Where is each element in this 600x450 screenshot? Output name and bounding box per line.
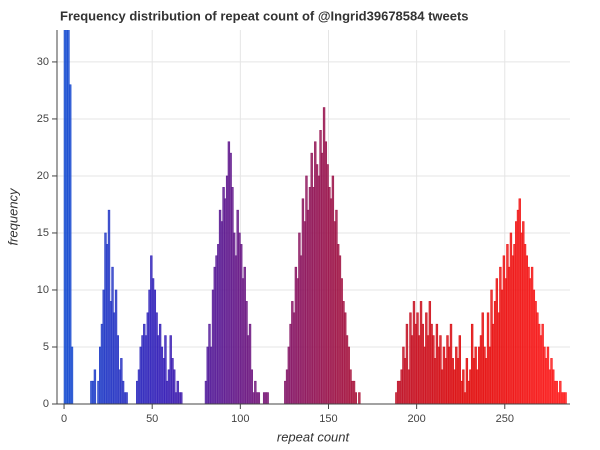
x-tick-label: 100 xyxy=(231,413,249,425)
bar xyxy=(358,392,361,404)
y-tick-label: 10 xyxy=(37,284,49,296)
bar xyxy=(250,369,253,404)
y-tick-label: 25 xyxy=(37,113,49,125)
y-tick-label: 15 xyxy=(37,227,49,239)
bar xyxy=(125,392,128,404)
bar xyxy=(266,392,269,404)
bar xyxy=(173,369,176,404)
axes: 0 5 10 15 20 25 30 0 50 100 150 200 250 xyxy=(37,30,570,425)
bar xyxy=(564,392,567,404)
bar xyxy=(70,346,74,404)
y-axis-label: frequency xyxy=(5,187,20,246)
chart-title: Frequency distribution of repeat count o… xyxy=(60,8,469,23)
x-tick-label: 200 xyxy=(407,413,425,425)
bar xyxy=(257,392,261,404)
x-tick-label: 50 xyxy=(146,413,158,425)
x-axis-label: repeat count xyxy=(277,429,351,444)
y-tick-label: 20 xyxy=(37,170,49,182)
y-tick-label: 0 xyxy=(43,398,49,410)
y-tick-label: 30 xyxy=(37,56,49,68)
y-tick-label: 5 xyxy=(43,341,49,353)
bars xyxy=(63,30,567,404)
bar xyxy=(354,392,357,404)
bar xyxy=(462,369,465,404)
bar xyxy=(93,369,97,404)
bar xyxy=(180,392,183,404)
x-tick-label: 0 xyxy=(61,413,67,425)
x-tick-label: 150 xyxy=(319,413,337,425)
x-tick-label: 250 xyxy=(496,413,514,425)
